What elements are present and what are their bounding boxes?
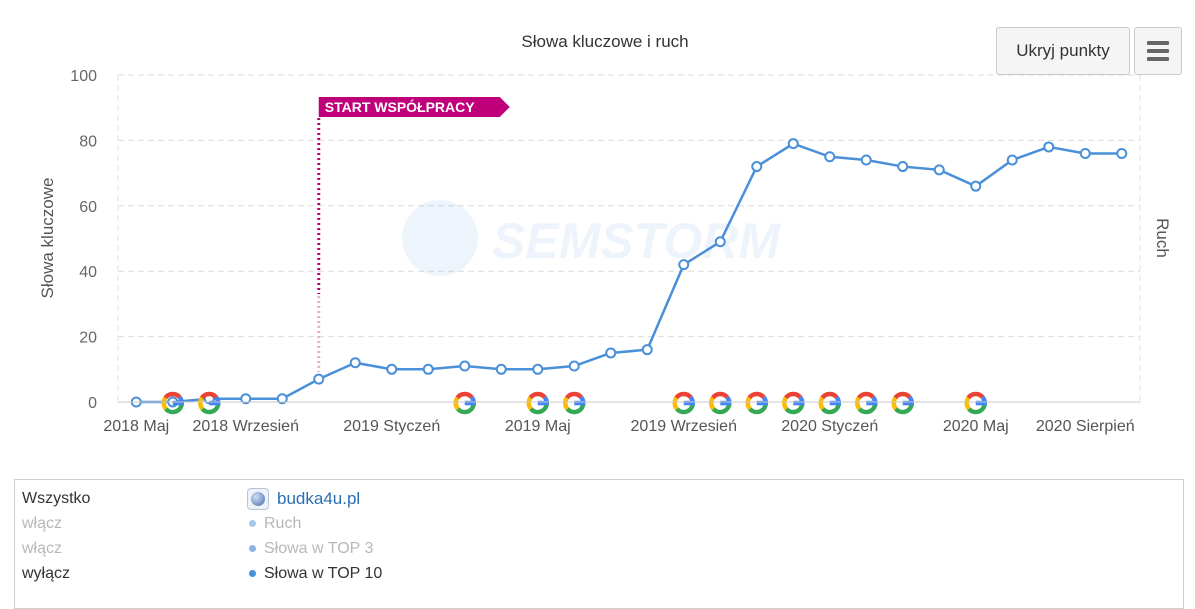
y-axis-title-right: Ruch bbox=[1153, 218, 1172, 258]
x-tick-label: 2020 Maj bbox=[943, 418, 1009, 435]
legend-label: Słowa w TOP 10 bbox=[264, 564, 383, 582]
legend-toggle-on-2[interactable]: włącz bbox=[22, 540, 63, 557]
data-point bbox=[386, 363, 398, 375]
legend-item-top3[interactable]: Słowa w TOP 3 bbox=[247, 536, 382, 561]
google-icon bbox=[709, 391, 732, 415]
legend-panel: Wszystko włącz włącz wyłącz budka4u.pl R… bbox=[14, 479, 1184, 609]
data-point bbox=[313, 373, 325, 385]
annotation-label: START WSPÓŁPRACY bbox=[325, 98, 476, 115]
google-icon bbox=[855, 391, 878, 415]
data-point bbox=[1079, 147, 1091, 159]
hamburger-menu-icon bbox=[1147, 41, 1169, 61]
y-tick-label: 100 bbox=[70, 68, 97, 85]
legend-item-top10[interactable]: Słowa w TOP 10 bbox=[247, 561, 382, 586]
watermark: SEMSTORM bbox=[402, 200, 781, 276]
legend-toggle-on-1[interactable]: włącz bbox=[22, 515, 63, 532]
data-point bbox=[824, 151, 836, 163]
data-point bbox=[1043, 141, 1055, 153]
grid bbox=[117, 74, 1141, 402]
google-icon bbox=[453, 391, 476, 415]
data-point bbox=[678, 259, 690, 271]
x-tick-label: 2018 Maj bbox=[103, 418, 169, 435]
x-tick-label: 2018 Wrzesień bbox=[193, 418, 299, 435]
data-point bbox=[641, 344, 653, 356]
axes: Słowa kluczowe i ruch 0 20 40 60 80 100 2018 Ma… bbox=[38, 32, 1172, 435]
google-markers bbox=[161, 391, 987, 415]
y-tick-label: 40 bbox=[79, 264, 97, 281]
watermark-text: SEMSTORM bbox=[492, 213, 781, 269]
globe-icon bbox=[247, 487, 269, 510]
data-point bbox=[349, 357, 361, 369]
y-tick-label: 0 bbox=[88, 395, 97, 412]
legend-label: Słowa w TOP 3 bbox=[264, 539, 374, 557]
annotation-flag bbox=[318, 97, 510, 117]
y-tick-label: 60 bbox=[79, 199, 97, 216]
x-tick-label: 2020 Styczeń bbox=[781, 418, 878, 435]
y-tick-label: 80 bbox=[79, 133, 97, 150]
y-tick-label: 20 bbox=[79, 330, 97, 347]
data-point bbox=[459, 360, 471, 372]
legend-toggle-all[interactable]: Wszystko bbox=[22, 490, 91, 507]
series-line bbox=[136, 142, 1122, 404]
google-icon bbox=[526, 391, 549, 415]
google-icon bbox=[672, 391, 695, 415]
data-point bbox=[605, 347, 617, 359]
google-icon bbox=[198, 391, 221, 415]
y-axis-title: Słowa kluczowe bbox=[38, 178, 57, 299]
data-point bbox=[751, 161, 763, 173]
data-point bbox=[897, 161, 909, 173]
chart-menu-button[interactable] bbox=[1134, 27, 1182, 75]
google-icon bbox=[964, 391, 987, 415]
data-point bbox=[532, 363, 544, 375]
data-point bbox=[568, 360, 580, 372]
watermark-globe-icon bbox=[402, 200, 478, 276]
data-point bbox=[1006, 154, 1018, 166]
google-icon bbox=[782, 391, 805, 415]
x-tick-label: 2019 Maj bbox=[505, 418, 571, 435]
x-tick-label: 2020 Sierpień bbox=[1036, 418, 1135, 435]
data-point bbox=[787, 138, 799, 150]
chart-title: Słowa kluczowe i ruch bbox=[521, 32, 688, 51]
legend-site-row: budka4u.pl bbox=[247, 486, 382, 511]
series-layer bbox=[130, 138, 1128, 408]
chart: SEMSTORM START WSPÓŁPRACY Słowa kluczowe… bbox=[38, 32, 1172, 435]
data-point bbox=[276, 393, 288, 405]
data-point bbox=[240, 393, 252, 405]
google-icon bbox=[818, 391, 841, 415]
hide-points-label: Ukryj punkty bbox=[1016, 41, 1110, 60]
data-point bbox=[860, 154, 872, 166]
annotation: START WSPÓŁPRACY bbox=[317, 97, 510, 372]
data-point bbox=[714, 236, 726, 248]
legend-dot bbox=[249, 570, 256, 577]
legend-dot bbox=[249, 545, 256, 552]
data-point bbox=[1116, 147, 1128, 159]
x-tick-label: 2019 Wrzesień bbox=[631, 418, 737, 435]
google-icon bbox=[891, 391, 914, 415]
x-tick-label: 2019 Styczeń bbox=[343, 418, 440, 435]
legend-label: Ruch bbox=[264, 514, 302, 532]
legend-dot bbox=[249, 520, 256, 527]
data-point bbox=[422, 363, 434, 375]
legend-item-ruch[interactable]: Ruch bbox=[247, 511, 382, 536]
google-icon bbox=[563, 391, 586, 415]
data-point bbox=[933, 164, 945, 176]
watermark-logo: SEMSTORM bbox=[402, 200, 781, 276]
google-icon bbox=[745, 391, 768, 415]
data-point bbox=[495, 363, 507, 375]
data-point bbox=[970, 180, 982, 192]
legend-toggle-off[interactable]: wyłącz bbox=[22, 565, 71, 582]
google-icon bbox=[161, 391, 184, 415]
site-link[interactable]: budka4u.pl bbox=[277, 488, 361, 508]
hide-points-button[interactable]: Ukryj punkty bbox=[996, 27, 1130, 75]
